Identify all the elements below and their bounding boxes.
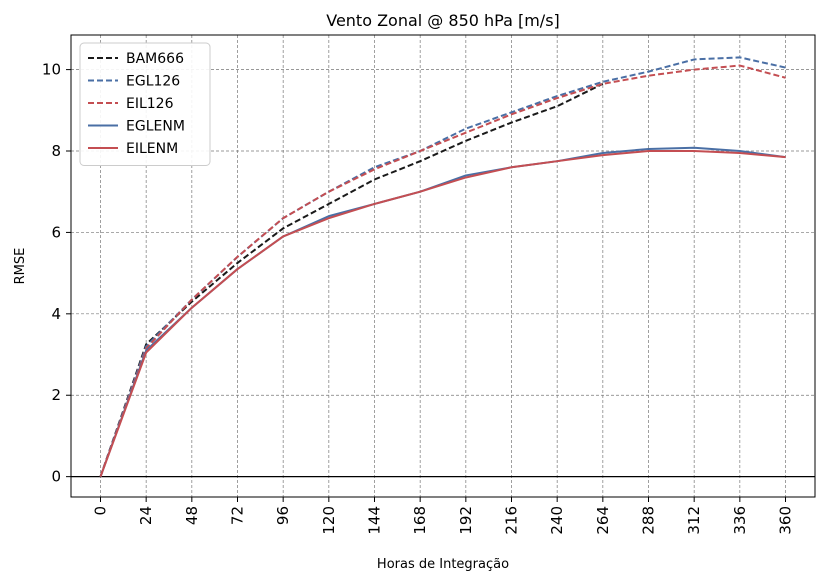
legend-box (79, 42, 211, 166)
y-tick-label: 2 (51, 386, 61, 404)
y-tick-label: 0 (51, 468, 61, 486)
series-group (99, 56, 786, 477)
y-axis: 0 2 4 6 8 10 (42, 61, 71, 486)
x-tick-label: 264 (594, 506, 612, 535)
x-tick-label: 240 (548, 506, 566, 535)
y-tick-label: 8 (51, 142, 61, 160)
x-tick-label: 312 (685, 506, 703, 535)
y-axis-label: RMSE (13, 248, 28, 285)
series-line-eil126 (99, 64, 786, 477)
x-axis: 0 24 48 72 96 120 144 168 192 216 240 264 288 312 336 3… (91, 497, 795, 535)
y-tick-label: 4 (51, 305, 61, 323)
x-tick-label: 360 (777, 506, 795, 535)
x-tick-label: 288 (640, 506, 658, 535)
series-line-eilenm (99, 150, 786, 477)
x-tick-label: 192 (457, 506, 475, 535)
x-tick-label: 216 (503, 506, 521, 535)
x-tick-label: 24 (137, 506, 155, 525)
x-tick-label: 0 (91, 506, 109, 516)
y-tick-label: 10 (42, 61, 61, 79)
legend-label-egl126: EGL126 (126, 74, 180, 90)
x-tick-label: 120 (320, 506, 338, 535)
legend-label-bam666: BAM666 (126, 51, 184, 67)
x-tick-label: 48 (183, 506, 201, 525)
legend-label-eil126: EIL126 (126, 96, 174, 112)
x-axis-label: Horas de Integração (377, 557, 509, 572)
x-tick-label: 96 (274, 506, 292, 525)
plot-frame (70, 34, 816, 498)
x-tick-label: 72 (228, 506, 246, 525)
series-line-eglenm (99, 146, 786, 477)
x-tick-label: 168 (411, 506, 429, 535)
chart-title: Vento Zonal @ 850 hPa [m/s] (326, 11, 560, 30)
y-tick-label: 6 (51, 223, 61, 241)
x-tick-label: 144 (365, 506, 383, 535)
legend-label-eilenm: EILENM (126, 141, 178, 157)
legend: BAM666 EGL126 EIL126 EGLENM EILENM (79, 42, 211, 166)
x-tick-label: 336 (731, 506, 749, 535)
legend-label-eglenm: EGLENM (126, 119, 185, 135)
